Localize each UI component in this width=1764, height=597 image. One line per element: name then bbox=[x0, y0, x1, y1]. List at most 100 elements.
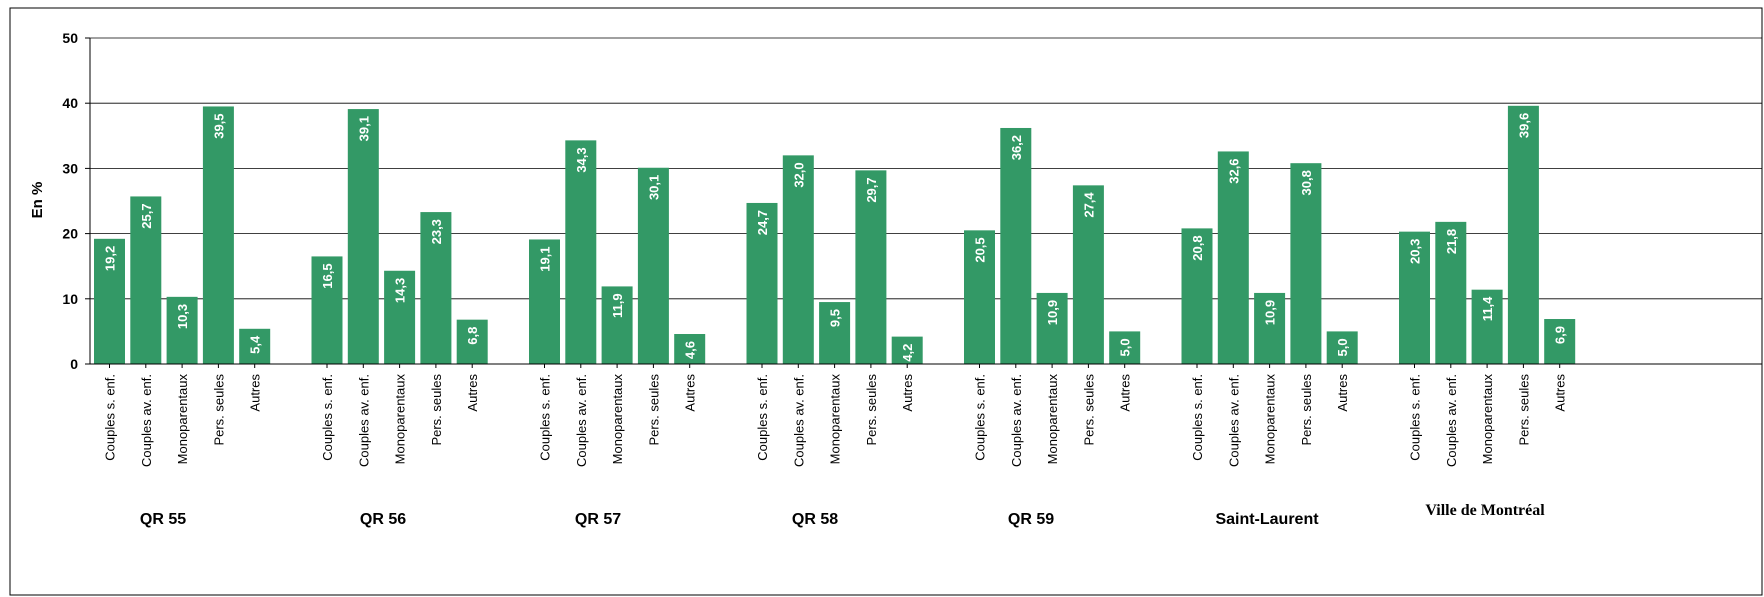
category-label: Couples s. enf. bbox=[320, 374, 335, 461]
bar bbox=[1254, 292, 1286, 364]
category-label: Pers. seules bbox=[646, 374, 661, 446]
category-label: Couples av. enf. bbox=[791, 374, 806, 467]
bar bbox=[1326, 331, 1358, 364]
group-label: QR 55 bbox=[140, 511, 186, 528]
bar-value-label: 10,9 bbox=[1045, 300, 1060, 325]
bar-value-label: 10,9 bbox=[1263, 300, 1278, 325]
category-label: Autres bbox=[1553, 374, 1568, 412]
group-label: QR 58 bbox=[792, 511, 838, 528]
y-tick-label: 50 bbox=[62, 30, 78, 46]
category-label: Couples av. enf. bbox=[574, 374, 589, 467]
bar-value-label: 20,3 bbox=[1408, 239, 1423, 264]
category-label: Couples s. enf. bbox=[1408, 374, 1423, 461]
bar bbox=[94, 238, 125, 364]
bar bbox=[1072, 185, 1104, 364]
bar bbox=[1471, 289, 1503, 364]
bar bbox=[819, 302, 851, 364]
category-label: Couples s. enf. bbox=[538, 374, 553, 461]
y-axis: 0 10 20 30 40 50 bbox=[62, 30, 91, 372]
bar bbox=[456, 319, 488, 364]
bars: 19,2 25,7 10,3 39,5 5,4 16,5 39,1 14,3 23,3 6,8 19… bbox=[94, 105, 1576, 365]
bar-value-label: 10,3 bbox=[175, 304, 190, 329]
bar-value-label: 16,5 bbox=[320, 263, 335, 288]
category-label: Couples av. enf. bbox=[139, 374, 154, 467]
bar bbox=[130, 196, 162, 364]
group-label: QR 59 bbox=[1008, 511, 1054, 528]
bar-value-label: 11,4 bbox=[1480, 296, 1495, 321]
category-label: Monoparentaux bbox=[393, 374, 408, 465]
y-tick-label: 40 bbox=[62, 95, 78, 111]
category-label: Pers. seules bbox=[1516, 374, 1531, 446]
bar bbox=[1544, 319, 1576, 364]
bar-value-label: 4,2 bbox=[900, 344, 915, 362]
category-label: Pers. seules bbox=[429, 374, 444, 446]
category-label: Autres bbox=[248, 374, 263, 412]
category-label: Couples s. enf. bbox=[973, 374, 988, 461]
bar bbox=[601, 286, 633, 364]
bar-value-label: 11,9 bbox=[610, 293, 625, 318]
category-label: Couples s. enf. bbox=[1190, 374, 1205, 461]
bar-value-label: 6,8 bbox=[465, 327, 480, 345]
bar bbox=[529, 239, 560, 364]
category-label: Pers. seules bbox=[1299, 374, 1314, 446]
bar bbox=[1507, 105, 1539, 365]
group-label: Saint-Laurent bbox=[1215, 511, 1319, 528]
bar-value-label: 9,5 bbox=[828, 309, 843, 327]
bar bbox=[855, 170, 887, 364]
chart-frame bbox=[9, 7, 1763, 596]
category-label: Couples av. enf. bbox=[1226, 374, 1241, 467]
bar-value-label: 39,1 bbox=[356, 116, 371, 141]
category-label: Monoparentaux bbox=[1045, 374, 1060, 465]
category-label: Pers. seules bbox=[211, 374, 226, 446]
y-axis-label: En % bbox=[29, 182, 46, 219]
bar-value-label: 32,6 bbox=[1226, 158, 1241, 183]
group-label: QR 56 bbox=[360, 511, 406, 528]
bar bbox=[891, 336, 923, 364]
category-label: Pers. seules bbox=[864, 374, 879, 446]
category-label: Autres bbox=[465, 374, 480, 412]
bar-value-label: 34,3 bbox=[574, 147, 589, 172]
category-label: Monoparentaux bbox=[828, 374, 843, 465]
bar bbox=[311, 256, 343, 364]
bar bbox=[1109, 331, 1141, 364]
category-label: Monoparentaux bbox=[610, 374, 625, 465]
bar bbox=[1036, 292, 1068, 364]
bar-value-label: 5,0 bbox=[1335, 338, 1350, 356]
bar-value-label: 20,8 bbox=[1190, 235, 1205, 260]
category-label: Couples av. enf. bbox=[356, 374, 371, 467]
bar-value-label: 19,2 bbox=[103, 246, 118, 271]
category-label: Autres bbox=[1118, 374, 1133, 412]
bar bbox=[637, 167, 669, 364]
group-label: Ville de Montréal bbox=[1425, 502, 1545, 519]
bar bbox=[1000, 127, 1032, 364]
bar bbox=[565, 140, 597, 364]
y-tick-label: 20 bbox=[62, 226, 78, 242]
category-label: Couples av. enf. bbox=[1444, 374, 1459, 467]
x-axis: Couples s. enf. Couples av. enf. Monoparen… bbox=[90, 363, 1762, 528]
bar-value-label: 39,5 bbox=[211, 113, 226, 138]
bar bbox=[166, 296, 198, 364]
bar-value-label: 24,7 bbox=[755, 210, 770, 235]
category-label: Autres bbox=[1335, 374, 1350, 412]
bar-value-label: 27,4 bbox=[1081, 192, 1096, 218]
category-label: Couples s. enf. bbox=[103, 374, 118, 461]
bar bbox=[746, 202, 778, 364]
category-label: Monoparentaux bbox=[1263, 374, 1278, 465]
bar bbox=[1399, 231, 1430, 364]
bar bbox=[420, 212, 452, 364]
y-tick-label: 10 bbox=[62, 291, 78, 307]
bar-value-label: 4,6 bbox=[683, 341, 698, 359]
category-label: Couples s. enf. bbox=[755, 374, 770, 461]
bar-value-label: 6,9 bbox=[1553, 326, 1568, 344]
bar-value-label: 5,4 bbox=[248, 335, 263, 354]
bar bbox=[1181, 228, 1213, 364]
bar bbox=[1290, 163, 1322, 364]
bar-value-label: 25,7 bbox=[139, 203, 154, 228]
bar-value-label: 21,8 bbox=[1444, 229, 1459, 254]
bar bbox=[782, 155, 814, 364]
bar-value-label: 19,1 bbox=[538, 246, 553, 271]
bar bbox=[1435, 221, 1467, 364]
bar bbox=[674, 334, 706, 364]
bar-value-label: 23,3 bbox=[429, 219, 444, 244]
